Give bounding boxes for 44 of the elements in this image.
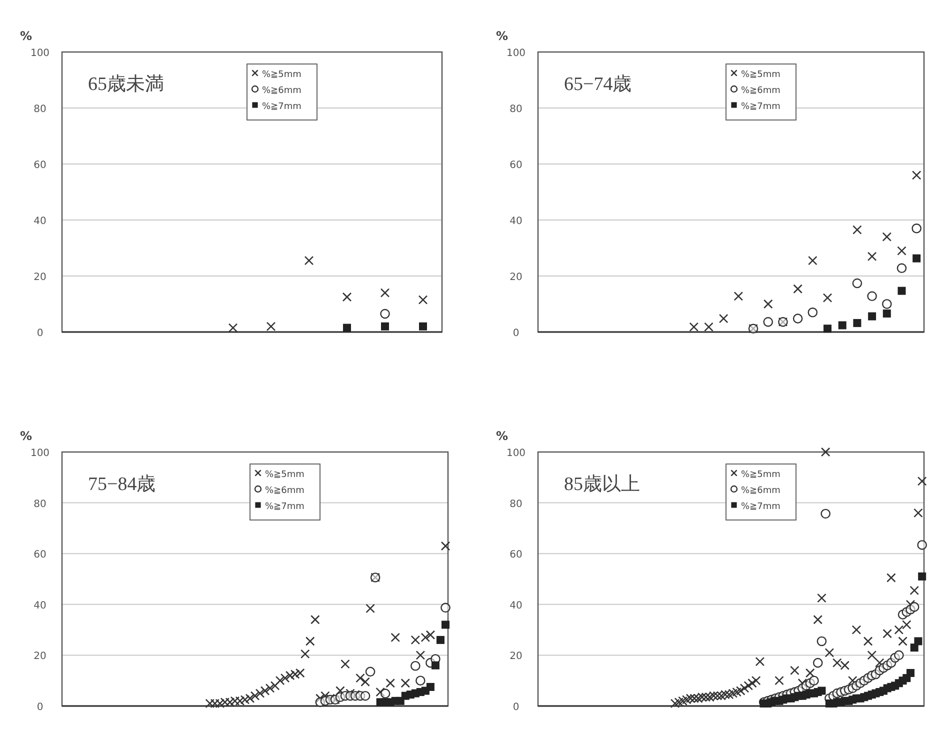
y-tick-label: 80 — [34, 104, 46, 115]
y-tick-label: 20 — [510, 651, 522, 662]
legend-label: %≧5mm — [741, 470, 780, 480]
y-axis-title: % — [20, 429, 32, 443]
legend-label: %≧7mm — [265, 502, 304, 512]
y-tick-label: 100 — [506, 448, 526, 459]
y-tick-label: 60 — [510, 550, 522, 561]
legend-label: %≧5mm — [262, 70, 302, 80]
y-axis-title: % — [496, 429, 508, 443]
y-axis-title: % — [20, 29, 32, 43]
legend-label: %≧7mm — [741, 102, 780, 112]
y-tick-label: 100 — [506, 48, 526, 59]
y-tick-label: 0 — [512, 328, 520, 339]
y-tick-label: 40 — [34, 600, 46, 612]
y-axis-title: % — [496, 29, 508, 43]
y-tick-label: 80 — [34, 498, 46, 510]
legend-label: %≧7mm — [262, 102, 302, 112]
legend-label: %≧5mm — [741, 70, 780, 80]
text: 65歳未満 — [88, 74, 164, 95]
y-tick-label: 80 — [510, 104, 522, 115]
legend-label: %≧6mm — [741, 486, 780, 496]
legend-label: %≧6mm — [741, 86, 780, 96]
y-tick-label: 100 — [30, 448, 50, 459]
y-tick-label: 20 — [510, 272, 522, 283]
y-tick-label: 40 — [510, 216, 522, 227]
y-tick-label: 40 — [34, 216, 46, 227]
y-tick-label: 60 — [34, 550, 46, 561]
y-tick-label: 60 — [34, 160, 46, 171]
legend-label: %≧7mm — [741, 502, 780, 512]
y-tick-label: 20 — [34, 272, 46, 283]
text: 85歳以上 — [564, 474, 640, 495]
text: 75−84歳 — [88, 474, 156, 495]
legend-label: %≧5mm — [265, 470, 304, 480]
y-tick-label: 100 — [30, 48, 50, 59]
y-tick-label: 60 — [510, 160, 522, 171]
text: 65−74歳 — [564, 74, 632, 95]
legend-label: %≧6mm — [262, 86, 302, 96]
y-tick-label: 20 — [34, 651, 46, 662]
legend-label: %≧6mm — [265, 486, 304, 496]
y-tick-label: 0 — [36, 328, 44, 339]
y-tick-label: 80 — [510, 498, 522, 510]
y-tick-label: 0 — [36, 702, 44, 713]
y-tick-label: 40 — [510, 600, 522, 612]
y-tick-label: 0 — [512, 702, 520, 713]
